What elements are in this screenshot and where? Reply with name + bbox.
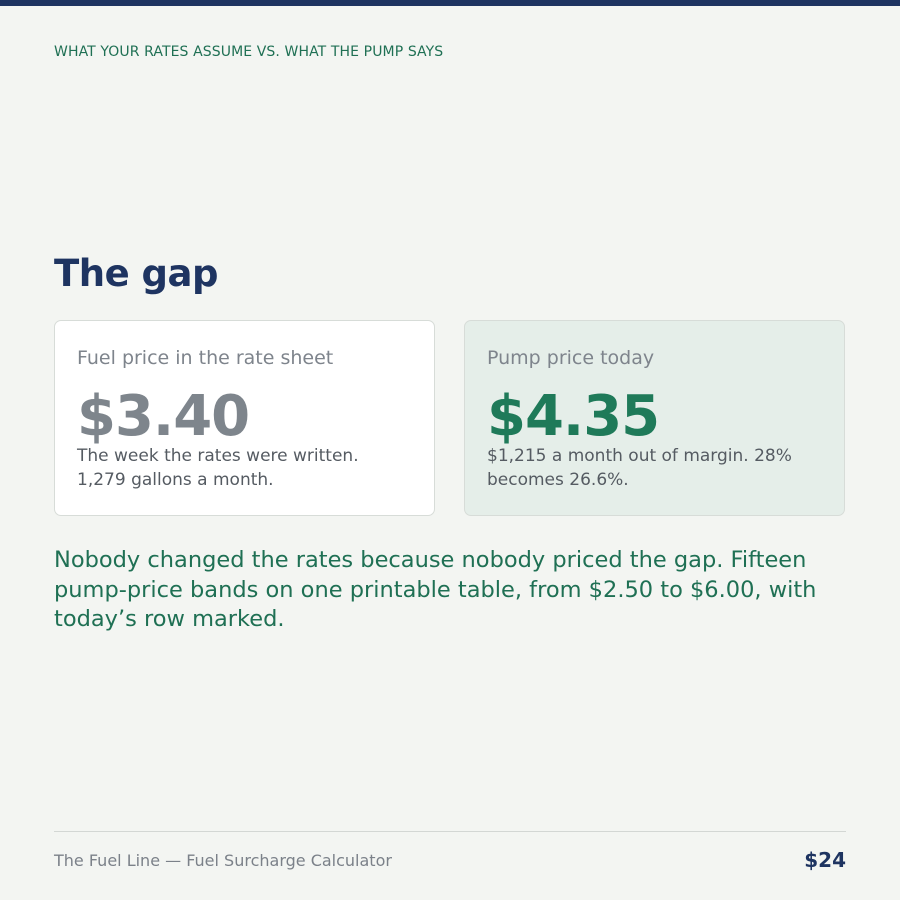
footer-product-title: The Fuel Line — Fuel Surcharge Calculato… [54,851,392,870]
rate-sheet-card: Fuel price in the rate sheet $3.40 The w… [54,320,435,516]
rate-sheet-card-label: Fuel price in the rate sheet [77,347,334,369]
top-accent-bar [0,0,900,6]
footer-divider [54,831,846,832]
rate-sheet-price: $3.40 [77,384,250,449]
rate-sheet-note: The week the rates were written. 1,279 g… [77,446,359,490]
footer-price: $24 [804,848,846,872]
callout-text: Nobody changed the rates because nobody … [54,547,817,632]
pump-price: $4.35 [487,384,660,449]
pump-price-card-label: Pump price today [487,347,655,369]
pump-price-note: $1,215 a month out of margin. 28% become… [487,446,792,490]
pump-price-card: Pump price today $4.35 $1,215 a month ou… [464,320,845,516]
eyebrow-label: WHAT YOUR RATES ASSUME VS. WHAT THE PUMP… [54,44,444,60]
section-heading: The gap [54,252,219,295]
